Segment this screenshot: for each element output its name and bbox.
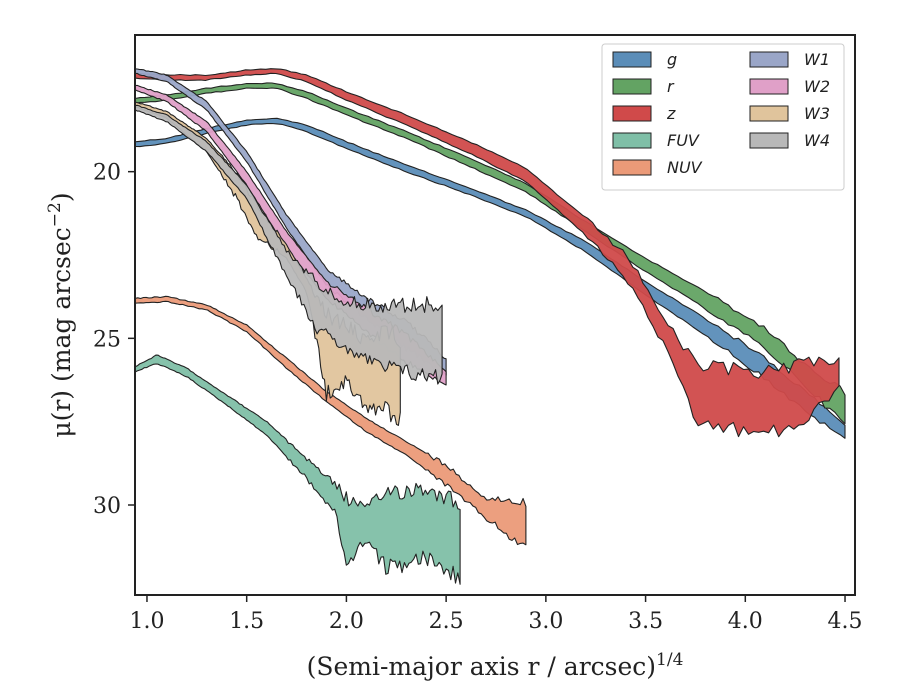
legend-swatch-nuv (612, 159, 652, 176)
y-axis-label-text: μ(r) (mag arcsec (47, 227, 76, 437)
x-axis-label: (Semi-major axis r / arcsec)1/4 (307, 650, 684, 681)
legend: grz FUV NUV W1 W2 W3 W4 (601, 43, 845, 191)
legend-label-nuv: NUV (667, 158, 703, 177)
legend-label-z: z (666, 104, 676, 123)
x-tick-label: 2.5 (429, 609, 464, 634)
band-w3 (135, 101, 401, 426)
x-tick-label: 1.0 (129, 609, 164, 634)
legend-swatch-w4 (749, 132, 789, 149)
x-tick-label: 3.5 (628, 609, 663, 634)
y-axis-label: μ(r) (mag arcsec−2) (45, 192, 76, 437)
legend-label-w4: W4 (804, 131, 830, 150)
legend-label-g: g (667, 50, 677, 69)
legend-swatch-g (612, 51, 652, 68)
x-axis-label-superscript: 1/4 (656, 650, 683, 670)
legend-swatch-fuv (612, 132, 652, 149)
legend-label-fuv: FUV (667, 131, 700, 150)
legend-swatch-w3 (749, 105, 789, 122)
legend-swatch-w1 (749, 51, 789, 68)
band-w4 (135, 104, 443, 385)
legend-label-w2: W2 (804, 77, 830, 96)
y-axis-label-superscript: −2 (45, 202, 65, 227)
profile-bands (135, 68, 846, 585)
y-tick-label: 20 (93, 161, 121, 186)
y-tick-label: 25 (93, 327, 121, 352)
legend-swatch-w2 (749, 78, 789, 95)
band-fuv (135, 354, 461, 585)
x-tick-label: 4.5 (828, 609, 863, 634)
x-tick-label: 2.0 (329, 609, 364, 634)
legend-label-w3: W3 (804, 104, 830, 123)
legend-swatch-r (612, 78, 652, 95)
y-axis: 20 25 30 (93, 161, 135, 519)
x-axis: 1.0 1.5 2.0 2.5 3.0 3.5 4.0 4.5 (129, 595, 863, 634)
legend-swatch-z (612, 105, 652, 122)
y-tick-label: 30 (93, 494, 121, 519)
band-nuv (135, 295, 527, 546)
y-axis-label-close: ) (47, 192, 76, 202)
x-tick-label: 4.0 (728, 609, 763, 634)
x-axis-label-text: (Semi-major axis r / arcsec) (307, 652, 656, 681)
band-r (135, 82, 846, 425)
legend-label-w1: W1 (804, 50, 830, 69)
x-tick-label: 3.0 (528, 609, 563, 634)
plot-frame (134, 34, 856, 596)
band-g (135, 117, 846, 439)
band-z (135, 68, 840, 438)
x-tick-label: 1.5 (229, 609, 264, 634)
legend-label-r: r (667, 77, 675, 96)
